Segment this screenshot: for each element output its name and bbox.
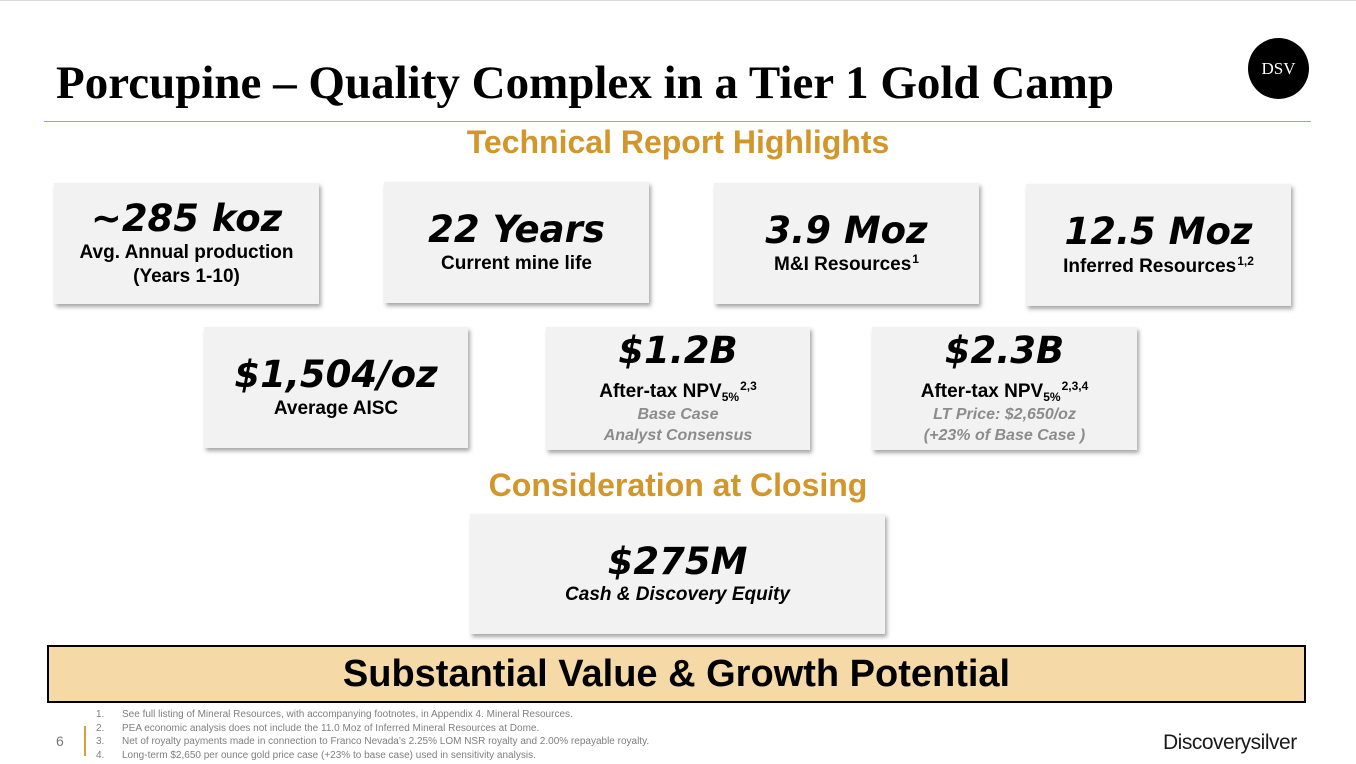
footnote: 3. Net of royalty payments made in connec… <box>96 735 649 749</box>
footnote-ref: 1,2 <box>1237 253 1254 268</box>
card-value: 12.5 Moz <box>1064 210 1253 254</box>
card-inferred-resources: 12.5 Moz Inferred Resources1,2 <box>1026 184 1291 306</box>
footnote-text: Net of royalty payments made in connecti… <box>122 736 650 748</box>
footnote-ref: 1 <box>912 252 919 267</box>
title-divider <box>44 121 1311 122</box>
card-npv-base: $1.2B After-tax NPV5%2,3 Base Case Analy… <box>546 327 810 450</box>
consideration-heading: Consideration at Closing <box>488 467 868 503</box>
card-value: 3.9 Moz <box>765 208 928 252</box>
footnote: 2. PEA economic analysis does not include… <box>96 722 649 736</box>
card-label: M&I Resources1 <box>774 252 919 277</box>
card-mine-life: 22 Years Current mine life <box>384 182 649 303</box>
footnotes: 1. See full listing of Mineral Resources,… <box>96 708 649 762</box>
card-label: After-tax NPV5%2,3,4 <box>921 379 1089 405</box>
footnote-number: 2. <box>96 722 105 734</box>
card-label-text: After-tax NPV <box>920 380 1044 402</box>
card-value: $275M <box>607 539 748 583</box>
card-note: Analyst Consensus <box>603 426 753 444</box>
card-label: Inferred Resources1,2 <box>1063 254 1254 279</box>
card-annual-production: ~285 koz Avg. Annual production (Years 1… <box>54 183 319 304</box>
npv-subscript: 5% <box>721 389 740 404</box>
footnote-text: Long-term $2,650 per ounce gold price ca… <box>122 749 536 761</box>
card-label: Current mine life <box>441 252 592 274</box>
card-npv-lt-price: $2.3B After-tax NPV5%2,3,4 LT Price: $2,… <box>872 327 1137 450</box>
footnote: 4. Long-term $2,650 per ounce gold price … <box>96 749 649 763</box>
footnote-ref: 2,3,4 <box>1061 378 1089 393</box>
card-label: Cash & Discovery Equity <box>565 584 790 606</box>
card-value: $2.3B <box>944 329 1065 373</box>
card-note: LT Price: $2,650/oz <box>933 405 1076 423</box>
footnote: 1. See full listing of Mineral Resources,… <box>96 708 649 722</box>
discovery-silver-logo: Discoverysilver <box>1163 731 1297 754</box>
card-value: $1.2B <box>618 329 738 373</box>
page-number: 6 <box>56 733 64 749</box>
footnote-number: 4. <box>96 749 105 761</box>
npv-subscript: 5% <box>1043 389 1061 404</box>
card-value: $1,504/oz <box>234 353 438 397</box>
card-label: (Years 1-10) <box>133 265 240 287</box>
card-consideration: $275M Cash & Discovery Equity <box>470 514 885 634</box>
card-value: 22 Years <box>428 208 605 252</box>
card-label-text: Inferred Resources <box>1063 255 1237 277</box>
card-label: Avg. Annual production <box>79 242 294 264</box>
page-title: Porcupine – Quality Complex in a Tier 1 … <box>56 57 1115 109</box>
card-value: ~285 koz <box>90 197 283 241</box>
card-label-text: After-tax NPV <box>599 380 722 402</box>
footnote-number: 3. <box>96 736 105 748</box>
card-label: Average AISC <box>273 397 399 419</box>
card-note: Base Case <box>637 405 719 423</box>
footnote-text: See full listing of Mineral Resources, w… <box>122 709 573 720</box>
top-border <box>0 0 1356 1</box>
card-aisc: $1,504/oz Average AISC <box>204 327 468 448</box>
value-banner: Substantial Value & Growth Potential <box>47 645 1306 703</box>
footnote-text: PEA economic analysis does not include t… <box>122 722 540 734</box>
page-number-divider <box>84 726 86 756</box>
card-label-text: M&I Resources <box>774 254 912 276</box>
dsv-badge: DSV <box>1248 38 1309 99</box>
card-label: After-tax NPV5%2,3 <box>599 379 757 405</box>
card-mi-resources: 3.9 Moz M&I Resources1 <box>714 183 979 304</box>
card-note: (+23% of Base Case ) <box>923 426 1086 444</box>
footnote-number: 1. <box>96 709 105 720</box>
highlights-heading: Technical Report Highlights <box>466 124 890 160</box>
footnote-ref: 2,3 <box>740 378 757 393</box>
